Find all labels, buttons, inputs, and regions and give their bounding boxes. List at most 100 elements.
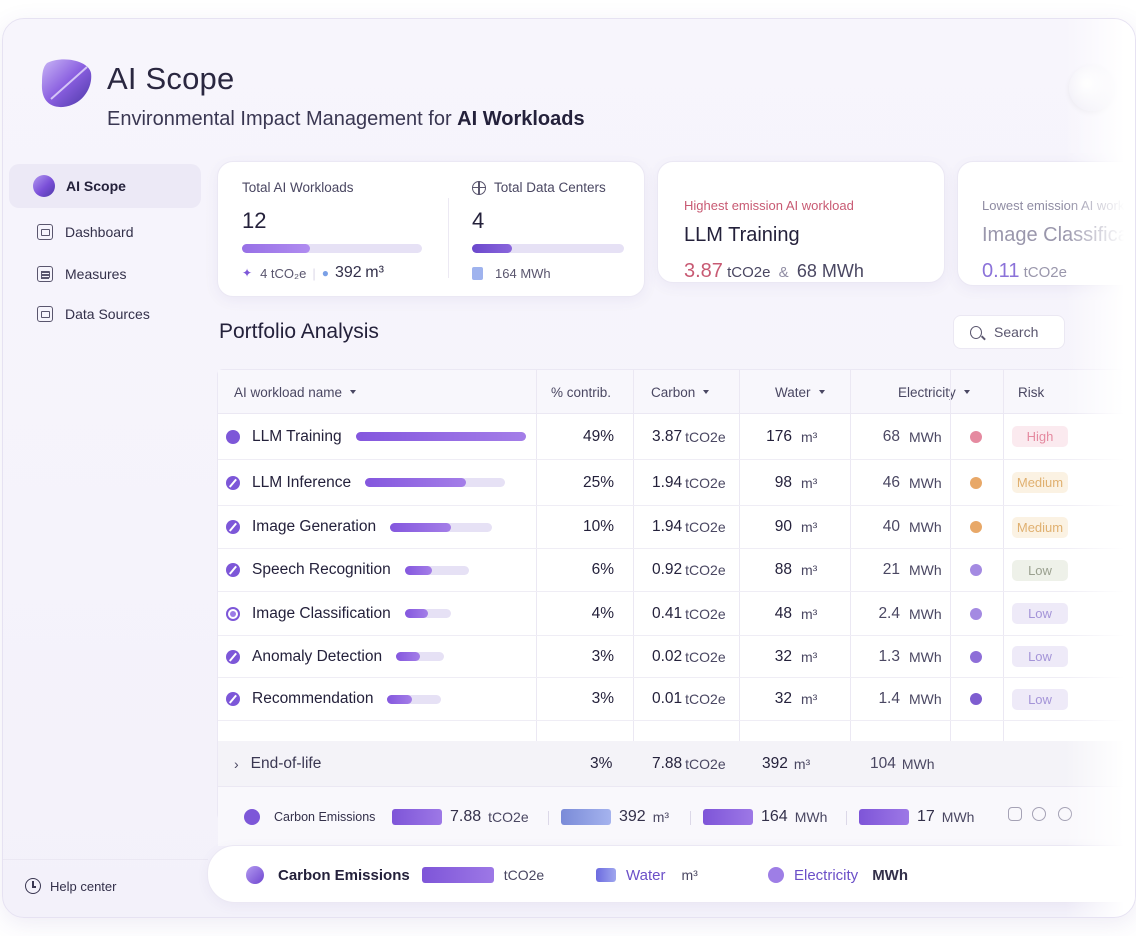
row-carbon: 0.92 tCO2e [652,549,726,591]
lock-icon[interactable] [1008,807,1022,821]
row-carbon-value: 0.02 [652,647,683,665]
datacenters-energy-unit: MWh [520,266,551,281]
row-electricity-unit-label: MWh [909,691,942,707]
legend-electricity: Electricity MWh [768,846,908,904]
row-carbon-unit: tCO2e [685,755,726,772]
sidebar-item-label: Dashboard [65,224,134,240]
table-row[interactable]: LLM Inference 25% 1.94 tCO2e 98 m³ 46 MWh Medium [218,460,1135,506]
row-electricity-unit: MWh [906,678,942,720]
column-electricity[interactable]: Electricity [898,370,970,414]
column-name[interactable]: AI workload name [234,370,357,414]
column-divider [850,370,851,766]
app-subtitle: Environmental Impact Management for AI W… [107,108,585,131]
row-water-unit-label: m³ [801,691,818,707]
user-avatar[interactable] [1069,65,1115,111]
row-water-unit-label: m³ [801,562,818,578]
row-risk: Low [1012,592,1068,635]
sidebar-item-ai-scope[interactable]: AI Scope [9,164,201,208]
dashboard-icon [37,224,53,240]
row-carbon-value: 7.88 [652,754,683,772]
row-electricity-value: 21 [882,561,900,578]
row-name-label: Anomaly Detection [252,647,383,665]
contribution-bar-fill [390,522,452,532]
ampersand: & [778,264,789,281]
footer-electricity-value: 164 [761,808,788,825]
workload-icon [226,649,240,664]
table-header: AI workload name % contrib. Carbon Water… [218,370,1135,414]
sort-caret-icon [703,390,710,394]
cloud-upload-icon[interactable] [1058,807,1072,821]
risk-badge: Medium [1012,472,1068,493]
table-row[interactable]: Recommendation 3% 0.01 tCO2e 32 m³ 1.4 MWh Low [218,678,1135,721]
footer-water-unit: m³ [652,809,670,825]
risk-dot [970,693,982,705]
row-name: LLM Training [226,414,526,459]
measures-icon [37,266,53,282]
row-carbon: 1.94 tCO2e [652,460,726,505]
column-divider [633,370,634,766]
highest-emission-values: 3.87 tCO2e & 68 MWh [684,260,864,283]
column-risk[interactable]: Risk [1018,370,1044,414]
search-input[interactable] [994,324,1064,340]
sidebar-item-measures[interactable]: Measures [9,252,201,296]
orb-logo-icon [33,175,55,197]
datacenters-label: Total Data Centers [472,180,606,195]
contribution-bar-fill [404,565,432,575]
sidebar-item-dashboard[interactable]: Dashboard [9,210,201,254]
end-of-life-label: End-of-life [250,754,322,772]
row-water-value: 98 [774,473,792,491]
row-name: Image Generation [226,506,493,548]
search-box[interactable] [953,315,1065,349]
sidebar-item-data-sources[interactable]: Data Sources [9,292,201,336]
legend-bar: Carbon Emissions tCO2e Water m³ Electric… [207,845,1135,904]
risk-dot [970,650,982,663]
table-row[interactable]: Speech Recognition 6% 0.92 tCO2e 88 m³ 21 MWh Lo… [218,549,1135,592]
row-carbon-value: 0.41 [652,604,683,622]
risk-badge: High [1012,426,1068,447]
row-electricity-value: 2.4 [878,604,900,622]
footer-electricity-unit: MWh [794,809,828,825]
row-contrib: 10% [582,518,614,535]
table-row[interactable]: Image Classification 4% 0.41 tCO2e 48 m³ 2.4 MW… [218,592,1135,636]
help-center-link[interactable]: Help center [25,878,116,894]
footer-carbon-label: Carbon Emissions [244,787,375,847]
row-carbon-unit: tCO2e [685,428,726,445]
row-name: Image Classification [226,592,451,635]
footer-carbon-unit: tCO2e [488,809,529,825]
contribution-bar-fill [387,694,412,704]
table-row[interactable]: Image Generation 10% 1.94 tCO2e 90 m³ 40 MWh Med… [218,506,1135,549]
lowest-emission-label: Lowest emission AI workload [982,198,1136,213]
sidebar-item-label: Measures [65,266,127,282]
electricity-bar [703,809,753,825]
lowest-emission-card[interactable]: Lowest emission AI workload Image Classi… [957,161,1136,286]
contribution-bar [355,432,526,441]
column-divider [536,370,537,766]
highest-emission-name: LLM Training [684,224,800,246]
column-contrib[interactable]: % contrib. [551,370,611,414]
row-contrib: 4% [591,604,614,622]
row-risk-dot [970,678,982,720]
highest-emission-label: Highest emission AI workload [684,198,854,213]
column-water[interactable]: Water [775,370,825,414]
chevron-right-icon[interactable]: › [234,755,239,772]
contribution-bar [390,522,493,532]
table-row[interactable]: Anomaly Detection 3% 0.02 tCO2e 32 m³ 1.3 MWh Lo… [218,636,1135,678]
risk-dot [970,430,982,443]
workloads-water-value: 392 [334,264,362,281]
contribution-bar-fill [396,652,421,661]
row-electricity-unit-label: MWh [909,562,942,578]
row-carbon-unit: tCO2e [685,648,726,665]
row-risk: Medium [1012,460,1068,505]
cloud-icon[interactable] [1032,807,1046,821]
contribution-bar-fill [404,609,428,618]
table-row-end-of-life[interactable]: › End-of-life 3% 7.88 tCO2e 392 m³ 104 MWh [218,741,1135,786]
column-carbon[interactable]: Carbon [651,370,710,414]
row-risk-dot [970,636,982,677]
highest-energy-value: 68 MWh [796,261,864,281]
contribution-bar [404,609,451,618]
contribution-bar [396,652,445,661]
workloads-water-unit: m³ [365,264,384,281]
table-row[interactable]: LLM Training 49% 3.87 tCO2e 176 m³ 68 MWh High [218,414,1135,460]
row-name-label: Image Classification [252,604,391,622]
highest-emission-card[interactable]: Highest emission AI workload LLM Trainin… [657,161,945,283]
